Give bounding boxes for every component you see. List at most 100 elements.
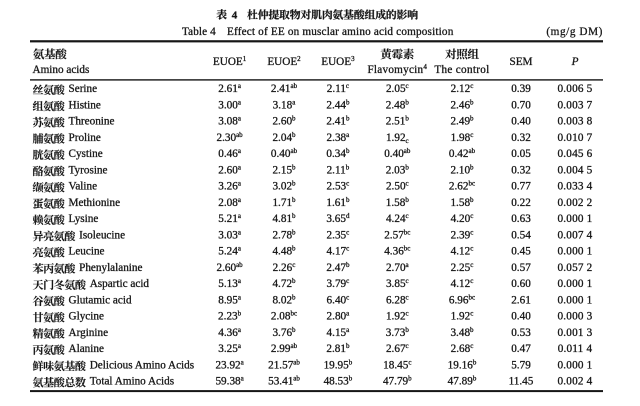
svg-text:Phenylalanine: Phenylalanine [79,262,142,274]
svg-text:2.05c: 2.05c [386,82,409,95]
svg-text:0.010 7: 0.010 7 [558,132,593,144]
svg-text:47.89b: 47.89b [448,375,477,388]
svg-text:0.000 1: 0.000 1 [558,359,593,371]
svg-text:0.60: 0.60 [511,278,531,290]
svg-text:Serine: Serine [69,83,98,95]
svg-text:0.001 3: 0.001 3 [558,327,593,339]
svg-text:The control: The control [434,64,489,76]
svg-text:EUOE2: EUOE2 [267,55,301,68]
svg-text:0.000 3: 0.000 3 [558,311,593,323]
svg-text:0.006 5: 0.006 5 [558,83,593,95]
svg-text:0.003 7: 0.003 7 [558,100,593,112]
svg-text:0.46a: 0.46a [218,147,242,160]
svg-text:Flavomycin4: Flavomycin4 [367,63,427,76]
svg-text:0.70: 0.70 [511,100,531,112]
svg-text:4.12c: 4.12c [451,277,474,290]
svg-text:Effect of EE on musclar amino: Effect of EE on musclar amino acid compo… [227,26,454,38]
svg-text:Tyrosine: Tyrosine [69,164,108,176]
svg-text:4: 4 [232,9,238,21]
svg-text:P: P [571,56,579,68]
svg-text:0.002 4: 0.002 4 [558,376,593,388]
svg-text:Valine: Valine [69,181,98,193]
svg-text:21.57ab: 21.57ab [268,358,300,371]
svg-text:18.45c: 18.45c [383,358,411,371]
svg-text:3.65d: 3.65d [326,212,350,225]
svg-text:5.21a: 5.21a [218,212,242,225]
svg-text:Delicious Amino Acids: Delicious Amino Acids [90,359,194,371]
svg-text:0.77: 0.77 [511,181,531,193]
svg-text:0.40: 0.40 [511,116,531,128]
svg-text:1.61b: 1.61b [326,196,350,209]
svg-text:Amino acids: Amino acids [33,64,90,76]
svg-text:4.17c: 4.17c [327,245,350,258]
svg-text:2.08a: 2.08a [218,196,242,209]
svg-text:Glutamic acid: Glutamic acid [69,294,132,306]
svg-text:1.92c: 1.92c [451,310,474,323]
svg-text:2.47b: 2.47b [326,261,350,274]
svg-text:3.79c: 3.79c [327,277,350,290]
svg-text:0.45: 0.45 [511,246,531,258]
svg-text:1.71b: 1.71b [272,196,296,209]
svg-text:3.08a: 3.08a [218,115,242,128]
svg-text:Table 4: Table 4 [182,26,216,38]
svg-text:2.53c: 2.53c [327,180,350,193]
svg-text:3.02b: 3.02b [272,180,296,193]
svg-text:Isoleucine: Isoleucine [79,229,125,241]
svg-text:3.25a: 3.25a [218,342,242,355]
svg-text:3.00a: 3.00a [218,99,242,112]
svg-text:2.25c: 2.25c [451,261,474,274]
svg-text:2.51b: 2.51b [386,115,410,128]
svg-text:8.95a: 8.95a [218,293,242,306]
svg-text:Glycine: Glycine [69,311,104,323]
svg-text:53.41ab: 53.41ab [268,375,300,388]
svg-text:4.20c: 4.20c [451,212,474,225]
svg-text:5.79: 5.79 [511,359,531,371]
svg-text:2.11c: 2.11c [327,82,349,95]
svg-text:4.81b: 4.81b [272,212,296,225]
svg-text:47.79b: 47.79b [383,375,412,388]
svg-text:2.23b: 2.23b [218,310,242,323]
svg-text:3.48b: 3.48b [450,326,474,339]
svg-text:0.004 5: 0.004 5 [558,164,593,176]
svg-text:Histine: Histine [69,100,101,112]
svg-text:6.40c: 6.40c [327,293,350,306]
svg-text:2.03b: 2.03b [386,163,410,176]
svg-text:0.47: 0.47 [511,343,531,355]
svg-text:Methionine: Methionine [69,197,121,209]
svg-text:1.58b: 1.58b [450,196,474,209]
svg-text:2.26c: 2.26c [273,261,296,274]
svg-text:2.78b: 2.78b [272,228,296,241]
svg-text:0.002 2: 0.002 2 [558,197,593,209]
svg-text:2.61a: 2.61a [218,82,242,95]
svg-text:11.45: 11.45 [509,376,534,388]
svg-text:0.011 4: 0.011 4 [558,343,593,355]
svg-text:2.12c: 2.12c [451,82,474,95]
svg-text:2.61: 2.61 [511,294,531,306]
svg-text:Arginine: Arginine [69,327,109,339]
svg-text:(mg/g DM): (mg/g DM) [546,26,603,38]
svg-text:3.26a: 3.26a [218,180,242,193]
svg-text:2.35c: 2.35c [327,228,350,241]
svg-text:2.60b: 2.60b [272,115,296,128]
svg-text:0.007 4: 0.007 4 [558,229,593,241]
svg-text:4.24c: 4.24c [386,212,409,225]
svg-text:2.49b: 2.49b [450,115,474,128]
svg-text:Proline: Proline [69,132,101,144]
svg-text:2.48b: 2.48b [386,99,410,112]
svg-text:0.05: 0.05 [511,148,531,160]
svg-text:0.53: 0.53 [511,327,531,339]
svg-text:0.000 1: 0.000 1 [558,246,593,258]
svg-text:2.41b: 2.41b [326,115,350,128]
svg-text:3.85c: 3.85c [386,277,409,290]
svg-text:0.54: 0.54 [511,229,531,241]
svg-text:4.12c: 4.12c [451,245,474,258]
svg-text:5.13a: 5.13a [218,277,242,290]
svg-text:Cystine: Cystine [69,148,103,160]
svg-text:Aspartic acid: Aspartic acid [90,278,150,290]
svg-text:2.60a: 2.60a [218,163,242,176]
svg-text:1.92c: 1.92c [386,310,409,323]
svg-text:59.38a: 59.38a [215,375,244,388]
svg-text:1.58b: 1.58b [386,196,410,209]
svg-text:1.98c: 1.98c [451,131,474,144]
svg-text:0.033 4: 0.033 4 [558,181,593,193]
